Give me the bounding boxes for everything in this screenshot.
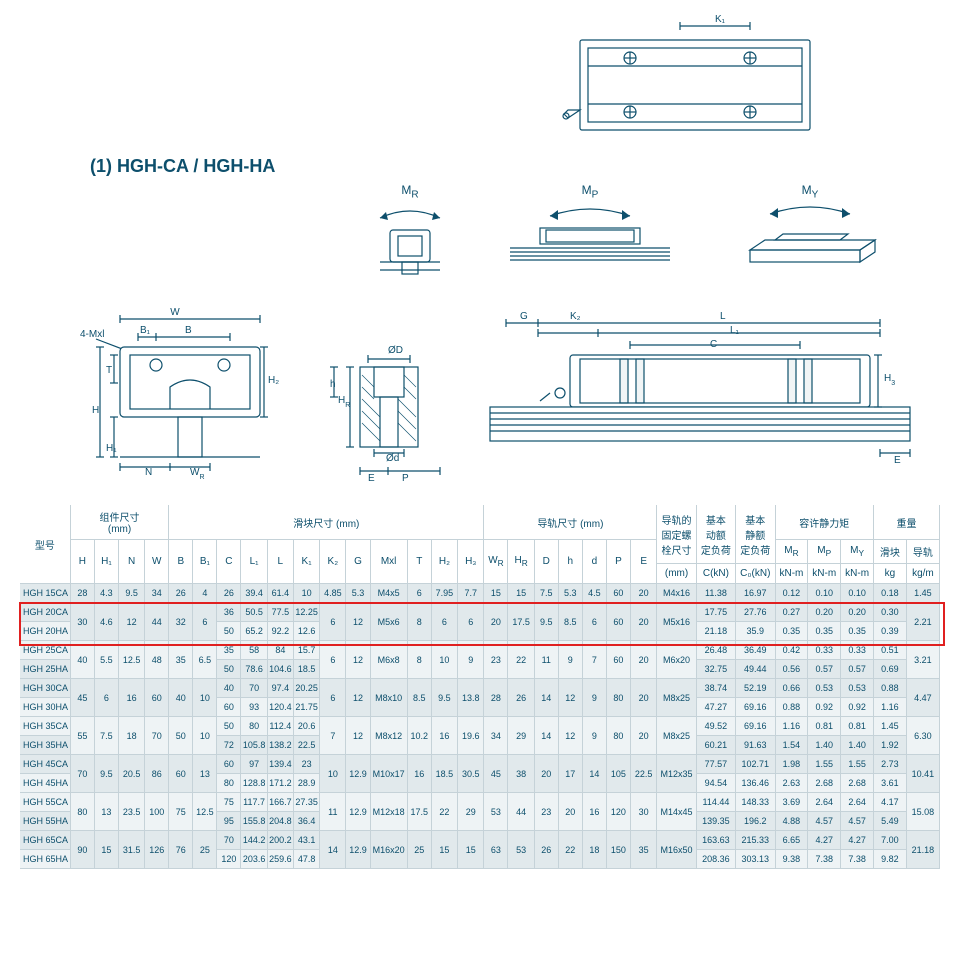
svg-text:4-Mxl: 4-Mxl xyxy=(80,329,104,340)
hdr-moment: 容许静力矩 xyxy=(775,505,874,540)
moment-my: MY xyxy=(720,183,900,293)
svg-text:E: E xyxy=(894,455,901,466)
table-row: HGH 25CA405.512.548356.535588415.7612M6x… xyxy=(20,641,940,660)
moment-mp: MP xyxy=(500,183,680,293)
moment-mr: MR xyxy=(360,183,460,293)
svg-text:B₁: B₁ xyxy=(140,325,151,336)
spec-table-container: 型号 组件尺寸(mm) 滑块尺寸 (mm) 导轨尺寸 (mm) 导轨的 固定螺 … xyxy=(20,505,940,869)
table-row: HGH 55CA801323.51007512.575117.7166.727.… xyxy=(20,793,940,812)
table-row: HGH 15CA284.39.5342642639.461.4104.855.3… xyxy=(20,584,940,603)
table-head: 型号 组件尺寸(mm) 滑块尺寸 (mm) 导轨尺寸 (mm) 导轨的 固定螺 … xyxy=(20,505,940,584)
svg-text:Ød: Ød xyxy=(386,453,399,464)
svg-text:T: T xyxy=(106,365,112,376)
lower-diagrams: W 4-Mxl B₁ B T H H₁ H₂ xyxy=(20,293,940,493)
svg-text:K₂: K₂ xyxy=(570,311,581,322)
page: K₁ (1) HGH-CA / HGH-HA MR xyxy=(0,0,960,889)
svg-text:G: G xyxy=(520,311,528,322)
svg-text:H3: H3 xyxy=(884,373,895,387)
hdr-stat: 基本 静额 定负荷 xyxy=(736,505,775,564)
mr-label: M xyxy=(401,183,411,197)
svg-text:P: P xyxy=(402,473,409,484)
hdr-block: 滑块尺寸 (mm) xyxy=(169,505,484,540)
front-view: W 4-Mxl B₁ B T H H₁ H₂ xyxy=(60,303,290,493)
svg-text:L₁: L₁ xyxy=(730,325,740,336)
hdr-dyn: 基本 动额 定负荷 xyxy=(696,505,735,564)
section-title: (1) HGH-CA / HGH-HA xyxy=(20,150,940,183)
moment-diagrams: MR MP xyxy=(20,183,940,293)
my-label: M xyxy=(802,183,812,197)
table-row: HGH 30CA45616604010407097.420.25612M8x10… xyxy=(20,679,940,698)
svg-text:B: B xyxy=(185,325,192,336)
svg-text:h: h xyxy=(330,379,336,390)
svg-text:L: L xyxy=(720,311,726,322)
hdr-railbolt: 导轨的 固定螺 栓尺寸 xyxy=(657,505,696,564)
bolt-section: ØD Ød HR h E P xyxy=(320,303,450,493)
svg-text:HR: HR xyxy=(338,395,350,409)
table-row: HGH 45CA709.520.58660136097139.4231012.9… xyxy=(20,755,940,774)
side-view: G K₂ L L₁ C H3 E xyxy=(480,303,920,493)
hdr-rail: 导轨尺寸 (mm) xyxy=(484,505,657,540)
svg-text:ØD: ØD xyxy=(388,345,403,356)
hdr-mass: 重量 xyxy=(874,505,940,540)
svg-text:N: N xyxy=(145,467,152,478)
svg-text:E: E xyxy=(368,473,375,484)
mp-label: M xyxy=(582,183,592,197)
svg-text:WR: WR xyxy=(190,467,205,481)
dim-k1: K₁ xyxy=(715,14,726,25)
svg-text:W: W xyxy=(170,307,180,318)
spec-table: 型号 组件尺寸(mm) 滑块尺寸 (mm) 导轨尺寸 (mm) 导轨的 固定螺 … xyxy=(20,505,940,869)
table-row: HGH 65CA901531.5126762570144.2200.243.11… xyxy=(20,831,940,850)
svg-text:H₂: H₂ xyxy=(268,375,279,386)
hdr-model: 型号 xyxy=(20,505,70,584)
table-row: HGH 35CA557.5187050105080112.420.6712M8x… xyxy=(20,717,940,736)
svg-text:H: H xyxy=(92,405,99,416)
top-diagram: K₁ xyxy=(20,10,940,150)
svg-text:H₁: H₁ xyxy=(106,443,117,454)
table-body: HGH 15CA284.39.5342642639.461.4104.855.3… xyxy=(20,584,940,869)
table-row: HGH 20CA304.612443263650.577.512.25612M5… xyxy=(20,603,940,622)
